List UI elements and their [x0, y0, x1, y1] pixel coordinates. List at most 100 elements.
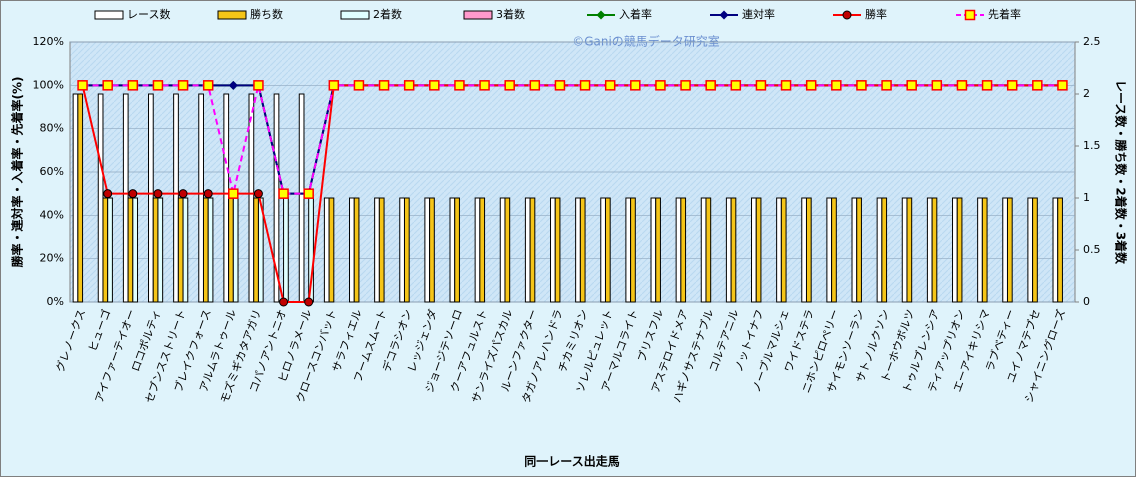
marker [755, 80, 767, 91]
legend-label: 勝ち数 [250, 7, 283, 21]
marker [328, 80, 340, 91]
marker [454, 80, 465, 91]
bar [730, 197, 737, 303]
bar [127, 197, 134, 303]
bar [283, 197, 289, 303]
bar [152, 197, 159, 303]
marker [202, 80, 214, 91]
bar [926, 197, 933, 303]
marker [981, 80, 993, 91]
marker [253, 80, 264, 91]
bar [1027, 197, 1034, 303]
marker [353, 80, 365, 91]
marker [655, 80, 666, 91]
bar [403, 197, 410, 303]
marker [279, 297, 289, 307]
legend-swatch [463, 10, 493, 20]
legend-swatch [340, 10, 370, 20]
bar [474, 197, 481, 303]
bar [228, 197, 234, 303]
legend-label: 2着数 [373, 7, 402, 21]
bar [257, 197, 264, 303]
bar [906, 197, 913, 303]
bar [931, 197, 938, 303]
marker [1006, 80, 1018, 91]
bar [851, 197, 858, 303]
y-tick-label: 120% [33, 35, 64, 48]
y-tick-label: 100% [33, 78, 64, 91]
bar [223, 93, 230, 303]
bar [956, 197, 963, 303]
marker [705, 80, 716, 91]
bar [177, 197, 184, 303]
bar [132, 197, 139, 303]
bar [625, 197, 632, 303]
bar [826, 197, 833, 303]
bar [198, 93, 204, 303]
marker [177, 80, 189, 91]
bar [323, 197, 330, 303]
bar [157, 197, 164, 303]
bar [705, 197, 712, 303]
marker [178, 189, 188, 199]
marker [278, 188, 289, 199]
bar [429, 197, 435, 303]
bar [831, 197, 837, 303]
bar [675, 197, 682, 303]
marker [906, 80, 917, 91]
marker [1032, 80, 1043, 91]
bar [805, 197, 812, 303]
marker [378, 80, 390, 91]
bar [604, 197, 611, 303]
bar [102, 197, 109, 303]
marker [931, 80, 943, 91]
marker [203, 189, 213, 199]
bar [524, 197, 531, 303]
y-axis-title: 勝率・連対率・入着率・先着率(%) [10, 77, 25, 268]
marker [253, 189, 263, 199]
marker [479, 80, 490, 91]
watermark: ©Ganiの競馬データ研究室 [572, 34, 720, 49]
marker [596, 10, 606, 20]
bar [554, 197, 561, 303]
line [82, 84, 1063, 195]
marker [780, 80, 792, 91]
bar [579, 197, 586, 303]
marker [805, 80, 817, 91]
marker [719, 10, 729, 20]
marker [881, 80, 892, 91]
bar [202, 197, 209, 303]
bar [374, 197, 380, 303]
bar [399, 197, 405, 303]
marker [77, 80, 88, 91]
bar [479, 197, 486, 303]
bar [630, 197, 636, 303]
marker [303, 188, 314, 199]
bar [122, 93, 129, 303]
bar [801, 197, 807, 303]
y2-tick-label: 1.5 [1083, 139, 1101, 152]
bar [328, 197, 335, 303]
bar [449, 197, 456, 303]
bar [298, 93, 305, 303]
y2-tick-label: 0.5 [1083, 243, 1101, 256]
marker [128, 189, 138, 199]
bar [353, 197, 360, 303]
bar [1057, 197, 1063, 303]
marker [228, 188, 239, 199]
bar [1006, 197, 1013, 303]
marker [504, 80, 515, 91]
marker [429, 80, 440, 91]
legend-label: 入着率 [619, 7, 652, 21]
bar [253, 197, 259, 303]
marker [680, 80, 691, 91]
marker [228, 80, 238, 90]
bar [1002, 197, 1008, 303]
bar [148, 93, 154, 303]
bar [780, 197, 787, 303]
bar [751, 197, 757, 303]
bar [550, 197, 556, 303]
bar [248, 93, 255, 303]
bar [424, 197, 431, 303]
marker [956, 80, 968, 91]
